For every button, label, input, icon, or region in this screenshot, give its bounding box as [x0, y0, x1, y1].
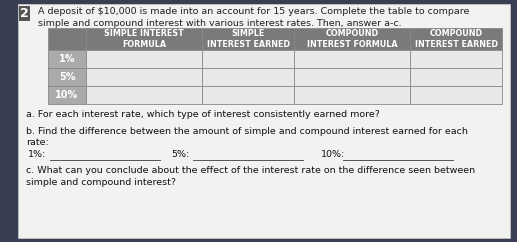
Text: A deposit of $10,000 is made into an account for 15 years. Complete the table to: A deposit of $10,000 is made into an acc… [38, 7, 469, 28]
Text: rate:: rate: [26, 138, 49, 147]
Bar [294, 50, 410, 68]
Bar [86, 28, 203, 50]
Bar [48, 86, 86, 104]
Bar [48, 68, 86, 86]
Bar [86, 50, 203, 68]
Bar [203, 86, 294, 104]
Bar [203, 50, 294, 68]
Text: SIMPLE INTEREST
FORMULA: SIMPLE INTEREST FORMULA [104, 29, 184, 49]
Bar [294, 86, 410, 104]
Text: b. Find the difference between the amount of simple and compound interest earned: b. Find the difference between the amoun… [26, 127, 468, 136]
Text: COMPOUND
INTEREST EARNED: COMPOUND INTEREST EARNED [415, 29, 498, 49]
Bar [203, 28, 294, 50]
Bar [86, 68, 203, 86]
Text: 10%:: 10%: [321, 150, 345, 159]
Text: a. For each interest rate, which type of interest consistently earned more?: a. For each interest rate, which type of… [26, 110, 380, 119]
Bar [294, 28, 410, 50]
Text: c. What can you conclude about the effect of the interest rate on the difference: c. What can you conclude about the effec… [26, 166, 475, 187]
Text: 5%:: 5%: [171, 150, 189, 159]
Bar [410, 28, 502, 50]
Bar [86, 86, 203, 104]
Text: 5%: 5% [59, 72, 75, 82]
Text: COMPOUND
INTEREST FORMULA: COMPOUND INTEREST FORMULA [307, 29, 398, 49]
Bar [410, 86, 502, 104]
Text: 1%: 1% [59, 54, 75, 64]
Bar [410, 68, 502, 86]
Text: 1%:: 1%: [28, 150, 46, 159]
Bar [294, 68, 410, 86]
Text: SIMPLE
INTEREST EARNED: SIMPLE INTEREST EARNED [207, 29, 290, 49]
Bar [203, 68, 294, 86]
Bar [48, 50, 86, 68]
Bar [48, 28, 86, 50]
Text: 2: 2 [20, 7, 29, 20]
Text: 10%: 10% [55, 90, 79, 100]
Bar [410, 50, 502, 68]
